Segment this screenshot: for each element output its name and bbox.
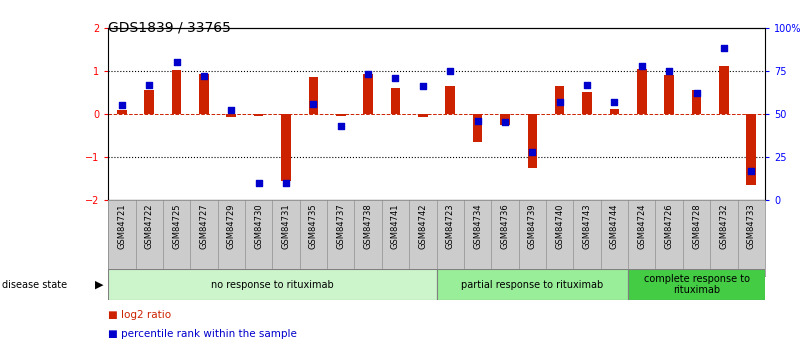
Point <box>280 180 292 186</box>
Point <box>362 71 375 77</box>
Text: complete response to
rituximab: complete response to rituximab <box>643 274 750 295</box>
Text: GSM84737: GSM84737 <box>336 203 345 249</box>
Bar <box>473 114 482 142</box>
Point <box>662 68 675 73</box>
Text: GSM84735: GSM84735 <box>309 203 318 249</box>
Bar <box>637 69 646 114</box>
Text: GSM84733: GSM84733 <box>747 203 756 249</box>
Bar <box>747 114 756 185</box>
Point <box>526 149 539 155</box>
Point <box>198 73 211 79</box>
Text: GSM84727: GSM84727 <box>199 203 208 249</box>
Point <box>389 75 402 80</box>
Text: disease state: disease state <box>2 280 66 289</box>
Text: GSM84742: GSM84742 <box>418 203 428 249</box>
Text: ■ percentile rank within the sample: ■ percentile rank within the sample <box>108 329 297 339</box>
Text: GSM84738: GSM84738 <box>364 203 372 249</box>
Bar <box>108 269 437 300</box>
Text: GSM84741: GSM84741 <box>391 203 400 249</box>
Bar <box>437 269 628 300</box>
Text: GSM84724: GSM84724 <box>638 203 646 249</box>
Bar <box>364 74 373 114</box>
Point <box>553 99 566 105</box>
Point <box>635 63 648 68</box>
Text: GSM84728: GSM84728 <box>692 203 701 249</box>
Bar <box>199 74 209 114</box>
Text: no response to rituximab: no response to rituximab <box>211 280 334 289</box>
Point <box>745 168 758 174</box>
Bar <box>281 114 291 181</box>
Point <box>417 83 429 89</box>
Point <box>170 59 183 65</box>
Point <box>252 180 265 186</box>
Point <box>307 101 320 106</box>
Text: GSM84722: GSM84722 <box>145 203 154 249</box>
Bar <box>692 90 702 114</box>
Text: GSM84734: GSM84734 <box>473 203 482 249</box>
Text: GSM84740: GSM84740 <box>555 203 564 249</box>
Bar <box>171 70 181 114</box>
Point <box>581 82 594 87</box>
Bar <box>308 77 318 114</box>
Text: GSM84736: GSM84736 <box>501 203 509 249</box>
Bar <box>555 86 565 114</box>
Point <box>718 46 731 51</box>
Bar <box>664 75 674 114</box>
Text: GSM84739: GSM84739 <box>528 203 537 249</box>
Point <box>225 108 238 113</box>
Text: GSM84729: GSM84729 <box>227 203 235 249</box>
Bar <box>227 114 236 117</box>
Bar <box>391 88 400 114</box>
Bar <box>418 114 428 117</box>
Bar <box>528 114 537 168</box>
Text: ■ log2 ratio: ■ log2 ratio <box>108 310 171 321</box>
Point <box>115 102 128 108</box>
Bar <box>254 114 264 116</box>
Point <box>498 120 511 125</box>
Text: GSM84726: GSM84726 <box>665 203 674 249</box>
Bar <box>582 92 592 114</box>
Text: GSM84723: GSM84723 <box>445 203 455 249</box>
Bar <box>117 110 127 114</box>
Bar <box>610 109 619 114</box>
Point <box>471 118 484 124</box>
Point <box>334 123 347 129</box>
Text: GSM84730: GSM84730 <box>254 203 264 249</box>
Point <box>690 90 703 96</box>
Point <box>444 68 457 73</box>
Text: GSM84744: GSM84744 <box>610 203 619 249</box>
Bar <box>628 269 765 300</box>
Point <box>608 99 621 105</box>
Bar <box>500 114 509 125</box>
Text: ▶: ▶ <box>95 280 103 289</box>
Bar <box>336 114 345 116</box>
Bar <box>445 86 455 114</box>
Text: GSM84725: GSM84725 <box>172 203 181 249</box>
Point <box>143 82 155 87</box>
Text: GDS1839 / 33765: GDS1839 / 33765 <box>108 21 231 35</box>
Bar <box>719 66 729 114</box>
Text: GSM84721: GSM84721 <box>117 203 127 249</box>
Text: partial response to rituximab: partial response to rituximab <box>461 280 603 289</box>
Bar <box>144 90 154 114</box>
Text: GSM84732: GSM84732 <box>719 203 728 249</box>
Text: GSM84743: GSM84743 <box>582 203 592 249</box>
Text: GSM84731: GSM84731 <box>281 203 291 249</box>
